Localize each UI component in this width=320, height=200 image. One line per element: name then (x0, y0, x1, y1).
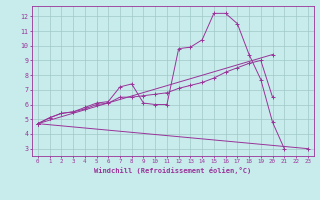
X-axis label: Windchill (Refroidissement éolien,°C): Windchill (Refroidissement éolien,°C) (94, 167, 252, 174)
